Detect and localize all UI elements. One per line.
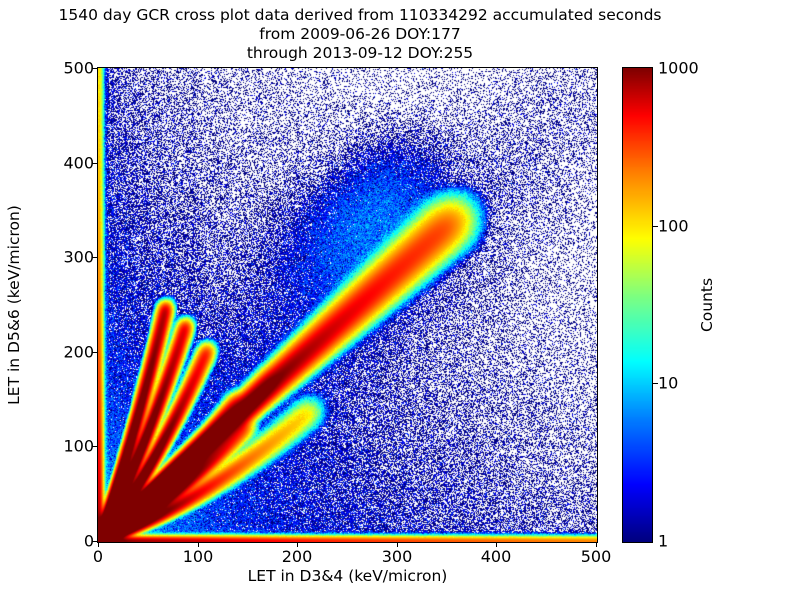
x-tick-label: 100 (182, 547, 214, 566)
y-tick-label: 200 (63, 342, 94, 362)
colorbar-tick-label: 10 (658, 373, 679, 393)
colorbar-gradient (623, 68, 652, 542)
y-tick-mark (92, 352, 97, 353)
colorbar-tick-label: 1 (658, 531, 669, 551)
y-tick-label: 400 (63, 153, 94, 173)
y-tick-mark (92, 68, 97, 69)
x-tick-label: 300 (381, 547, 413, 566)
y-axis-title: LET in D5&6 (keV/micron) (5, 205, 23, 405)
plot-title-line-2: from 2009-06-26 DOY:177 (259, 25, 461, 43)
plot-title-line-3: through 2013-09-12 DOY:255 (246, 44, 474, 62)
colorbar-tick-mark (653, 226, 658, 227)
colorbar (622, 67, 653, 543)
x-tick-mark (198, 542, 199, 547)
y-tick-mark (92, 541, 97, 542)
x-tick-label: 400 (480, 547, 512, 566)
y-tick-label: 100 (63, 436, 94, 456)
colorbar-tick-mark (653, 383, 658, 384)
x-tick-label: 500 (580, 547, 612, 566)
x-axis-title: LET in D3&4 (keV/micron) (247, 567, 448, 585)
y-tick-label: 300 (63, 247, 94, 267)
plot-title-line-1: 1540 day GCR cross plot data derived fro… (58, 6, 662, 24)
colorbar-tick-label: 100 (658, 216, 689, 236)
y-tick-mark (92, 163, 97, 164)
x-tick-mark (297, 542, 298, 547)
colorbar-tick-label: 1000 (658, 58, 699, 78)
x-tick-mark (98, 542, 99, 547)
y-tick-label: 0 (83, 531, 94, 551)
x-tick-mark (397, 542, 398, 547)
y-tick-mark (92, 257, 97, 258)
x-tick-mark (496, 542, 497, 547)
colorbar-title: Counts (698, 277, 716, 333)
y-tick-mark (92, 446, 97, 447)
x-tick-mark (596, 542, 597, 547)
plot-axes-area (97, 67, 598, 543)
y-tick-label: 500 (63, 58, 94, 78)
x-tick-label: 0 (92, 547, 104, 566)
density-heatmap (98, 68, 597, 542)
x-tick-label: 200 (281, 547, 313, 566)
plot-title: 1540 day GCR cross plot data derived fro… (0, 6, 720, 63)
